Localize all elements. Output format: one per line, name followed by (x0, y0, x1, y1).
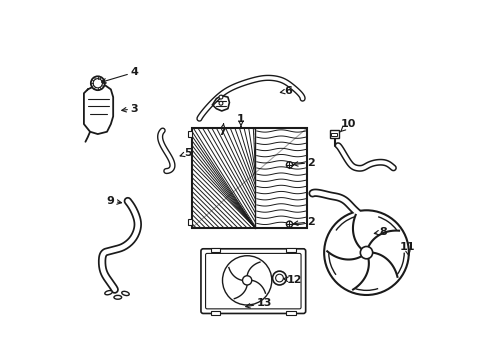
Circle shape (219, 95, 223, 99)
Circle shape (219, 101, 223, 105)
Circle shape (242, 276, 251, 285)
Text: 1: 1 (237, 114, 244, 126)
Text: 7: 7 (218, 124, 226, 137)
Text: 8: 8 (373, 227, 386, 237)
Circle shape (93, 78, 102, 88)
Circle shape (360, 247, 372, 259)
FancyBboxPatch shape (201, 249, 305, 314)
Ellipse shape (104, 291, 112, 295)
Circle shape (275, 274, 283, 282)
Text: 10: 10 (340, 119, 356, 132)
Text: 3: 3 (122, 104, 138, 114)
Text: 9: 9 (106, 196, 121, 206)
Text: 11: 11 (399, 242, 414, 256)
Bar (187, 131, 191, 137)
FancyBboxPatch shape (205, 253, 301, 309)
Circle shape (91, 76, 104, 90)
Bar (210, 311, 220, 315)
Bar (330, 132, 337, 136)
Text: 6: 6 (280, 86, 291, 96)
Text: 4: 4 (102, 67, 138, 83)
Text: 12: 12 (283, 275, 302, 285)
Bar (329, 130, 338, 138)
Circle shape (222, 256, 271, 305)
Text: 5: 5 (180, 148, 191, 158)
Bar (286, 248, 295, 252)
Circle shape (286, 162, 292, 168)
Text: 2: 2 (293, 158, 314, 167)
Ellipse shape (114, 295, 122, 299)
Circle shape (272, 271, 286, 285)
Bar (286, 311, 295, 315)
Ellipse shape (122, 291, 129, 296)
Text: 2: 2 (293, 217, 314, 227)
Bar (191, 128, 306, 228)
Text: 13: 13 (245, 298, 271, 309)
Bar (210, 248, 220, 252)
Bar (187, 219, 191, 225)
Circle shape (286, 221, 292, 227)
Circle shape (324, 210, 408, 295)
